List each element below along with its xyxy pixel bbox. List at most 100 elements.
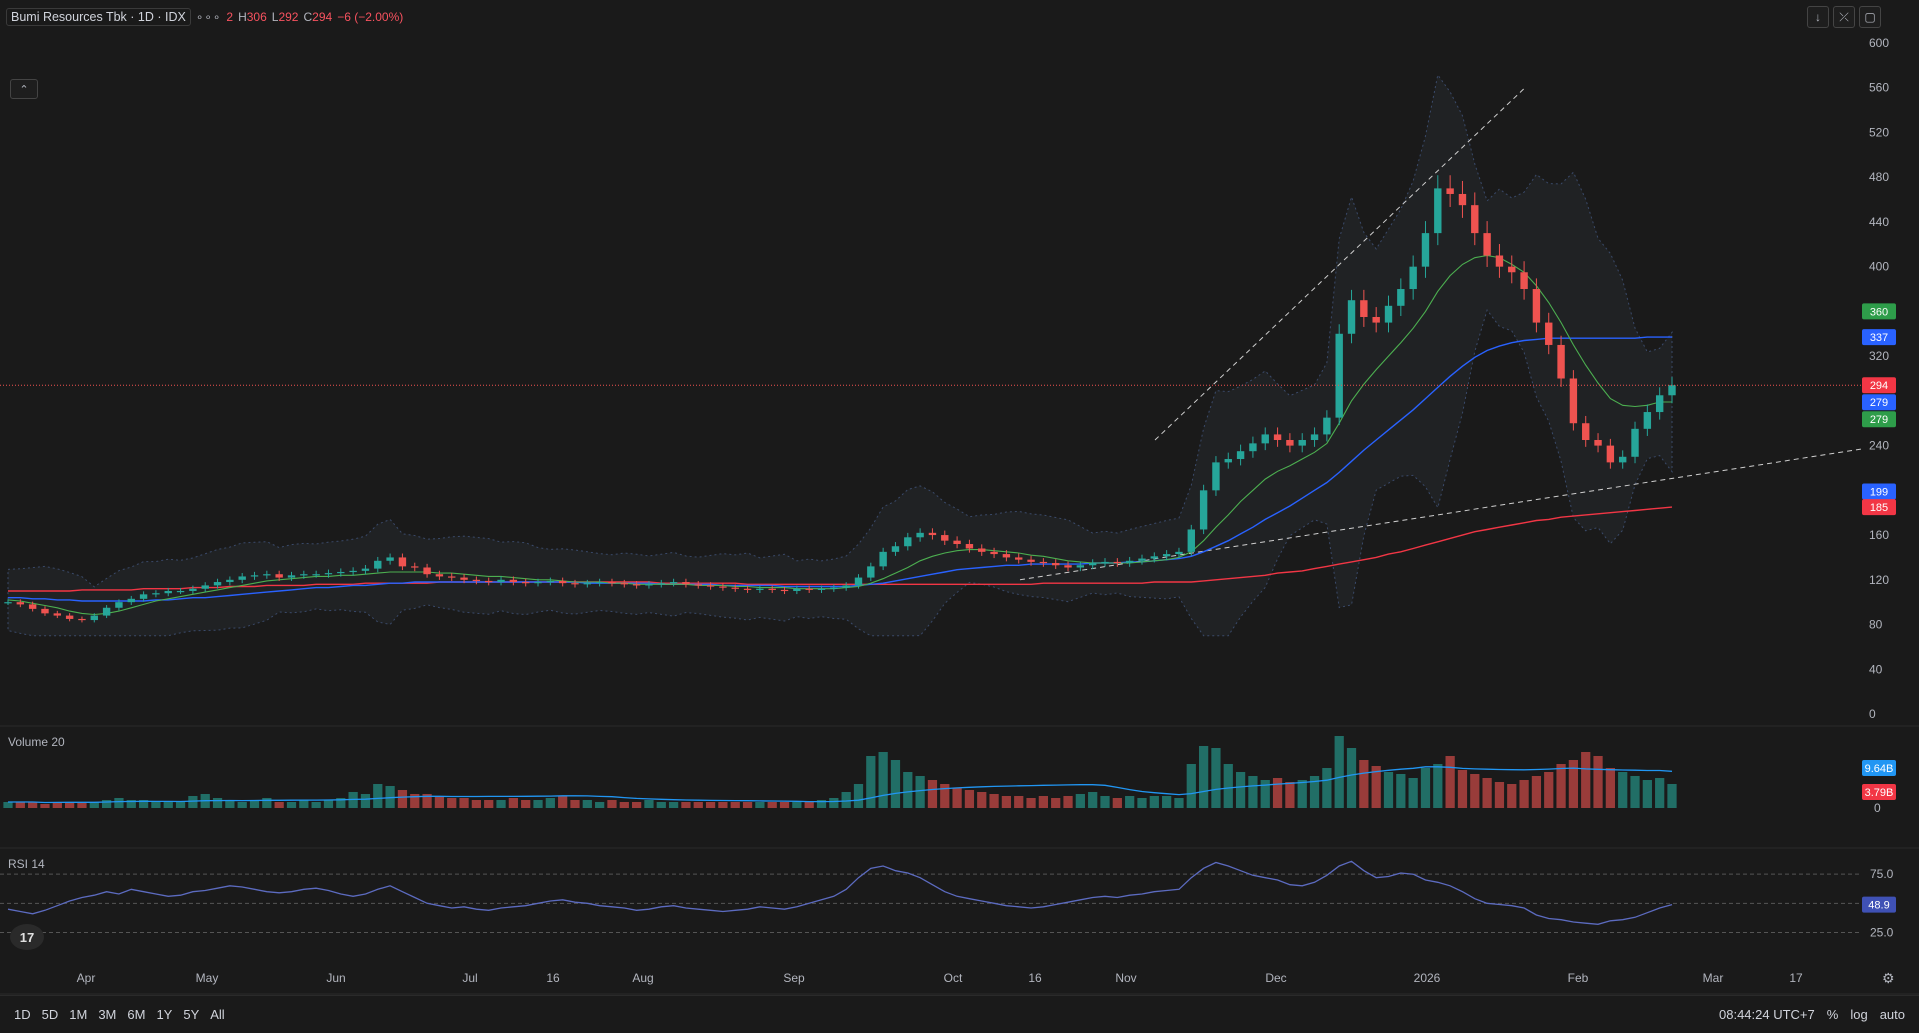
candle-body xyxy=(226,579,234,583)
x-tick-label: 2026 xyxy=(1414,971,1441,985)
volume-bar xyxy=(644,800,654,808)
maximize-pane-icon[interactable]: ▢ xyxy=(1859,6,1881,28)
auto-toggle[interactable]: auto xyxy=(1879,1007,1905,1022)
volume-bar xyxy=(1618,772,1628,808)
more-options-icon[interactable]: ∘∘∘ xyxy=(195,10,222,24)
candle-body xyxy=(1471,205,1479,234)
candle-body xyxy=(1199,490,1208,530)
volume-bar xyxy=(262,798,272,808)
tradingview-logo-icon[interactable]: 17 xyxy=(10,924,44,950)
volume-bar xyxy=(126,800,136,808)
volume-bar xyxy=(730,802,740,808)
volume-bar xyxy=(1100,796,1110,808)
volume-bar xyxy=(1494,782,1505,808)
volume-bar xyxy=(1630,776,1640,808)
volume-bar xyxy=(1285,782,1295,808)
range-1m[interactable]: 1M xyxy=(69,1007,88,1022)
candle-body xyxy=(1310,434,1319,441)
candle-body xyxy=(423,567,431,575)
candle-body xyxy=(152,593,160,595)
candle-body xyxy=(879,551,887,567)
volume-bar xyxy=(952,788,962,808)
volume-bar xyxy=(1482,778,1492,808)
candle-body xyxy=(1409,266,1417,290)
clock[interactable]: 08:44:24 UTC+7 xyxy=(1719,1007,1815,1022)
badge-volume-ma: 9.64B xyxy=(1865,763,1894,775)
candle-body xyxy=(1508,266,1516,273)
volume-bar xyxy=(1075,794,1085,808)
volume-bar xyxy=(422,794,432,808)
volume-bar xyxy=(1593,756,1603,808)
volume-bar xyxy=(508,798,518,808)
candle-body xyxy=(386,557,394,561)
candle-body xyxy=(1668,385,1676,396)
volume-bar xyxy=(286,802,297,808)
ma-blue-line xyxy=(8,336,1672,602)
candle-body xyxy=(1076,565,1085,568)
candle-body xyxy=(102,607,111,616)
range-all[interactable]: All xyxy=(210,1007,225,1022)
volume-tick-label: 0 xyxy=(1874,801,1881,815)
volume-bar xyxy=(977,792,987,808)
volume-bar xyxy=(1470,774,1480,808)
volume-bar xyxy=(1433,764,1443,808)
badge-ma-green: 279 xyxy=(1870,414,1888,426)
y-tick-label: 160 xyxy=(1869,528,1889,542)
candle-body xyxy=(1101,561,1109,564)
collapse-legend-button[interactable]: ⌃ xyxy=(10,79,38,99)
candle-body xyxy=(250,575,259,577)
range-6m[interactable]: 6M xyxy=(127,1007,146,1022)
volume-bar xyxy=(804,802,814,808)
collapse-pane-icon[interactable]: ⤫ xyxy=(1833,6,1855,28)
volume-bar xyxy=(521,800,531,808)
candle-body xyxy=(521,582,530,584)
range-5y[interactable]: 5Y xyxy=(183,1007,200,1022)
volume-bar xyxy=(28,802,38,808)
candle-body xyxy=(953,540,961,545)
candle-body xyxy=(164,590,172,594)
volume-bar xyxy=(1383,772,1394,808)
y-tick-label: 240 xyxy=(1869,439,1889,453)
range-1y[interactable]: 1Y xyxy=(156,1007,173,1022)
volume-bar xyxy=(1174,798,1184,808)
volume-bar xyxy=(385,786,395,808)
volume-bar xyxy=(668,802,679,808)
close-value: 294 xyxy=(312,10,333,24)
candle-body xyxy=(817,588,826,590)
volume-bar xyxy=(755,802,765,808)
close-label: C xyxy=(303,10,313,24)
gear-icon[interactable]: ⚙ xyxy=(1882,970,1895,986)
x-tick-label: May xyxy=(196,971,219,985)
pane-controls: ↓ ⤫ ▢ xyxy=(1807,6,1881,28)
rsi-tick-label: 75.0 xyxy=(1870,867,1894,881)
candle-body xyxy=(139,594,148,599)
range-1d[interactable]: 1D xyxy=(14,1007,31,1022)
volume-bar xyxy=(1297,780,1307,808)
candle-body xyxy=(1655,395,1664,413)
upper-trendline xyxy=(1154,87,1526,441)
volume-bar xyxy=(1211,748,1221,808)
volume-bar xyxy=(1088,792,1098,808)
volume-bar xyxy=(570,800,580,808)
candle-body xyxy=(201,585,209,589)
move-down-icon[interactable]: ↓ xyxy=(1807,6,1829,28)
chart-canvas[interactable]: 0408012016020024028032036040044048052056… xyxy=(0,0,1919,995)
volume-bar xyxy=(249,800,260,808)
candle-body xyxy=(1224,459,1232,463)
log-toggle[interactable]: log xyxy=(1850,1007,1868,1022)
badge-bb-lower: 199 xyxy=(1870,486,1888,498)
candle-body xyxy=(16,602,25,605)
candle-body xyxy=(1582,423,1590,441)
range-5d[interactable]: 5D xyxy=(41,1007,59,1022)
candle-body xyxy=(509,579,518,583)
percent-toggle[interactable]: % xyxy=(1826,1007,1839,1022)
y-tick-label: 560 xyxy=(1869,81,1889,95)
candle-body xyxy=(1643,412,1652,429)
badge-volume-bg xyxy=(1862,784,1896,800)
volume-bar xyxy=(595,802,605,808)
symbol-title[interactable]: Bumi Resources Tbk · 1D · IDX xyxy=(6,8,191,26)
candle-body xyxy=(645,584,653,586)
volume-bar xyxy=(1198,746,1209,808)
range-3m[interactable]: 3M xyxy=(98,1007,117,1022)
volume-bar xyxy=(434,796,445,808)
